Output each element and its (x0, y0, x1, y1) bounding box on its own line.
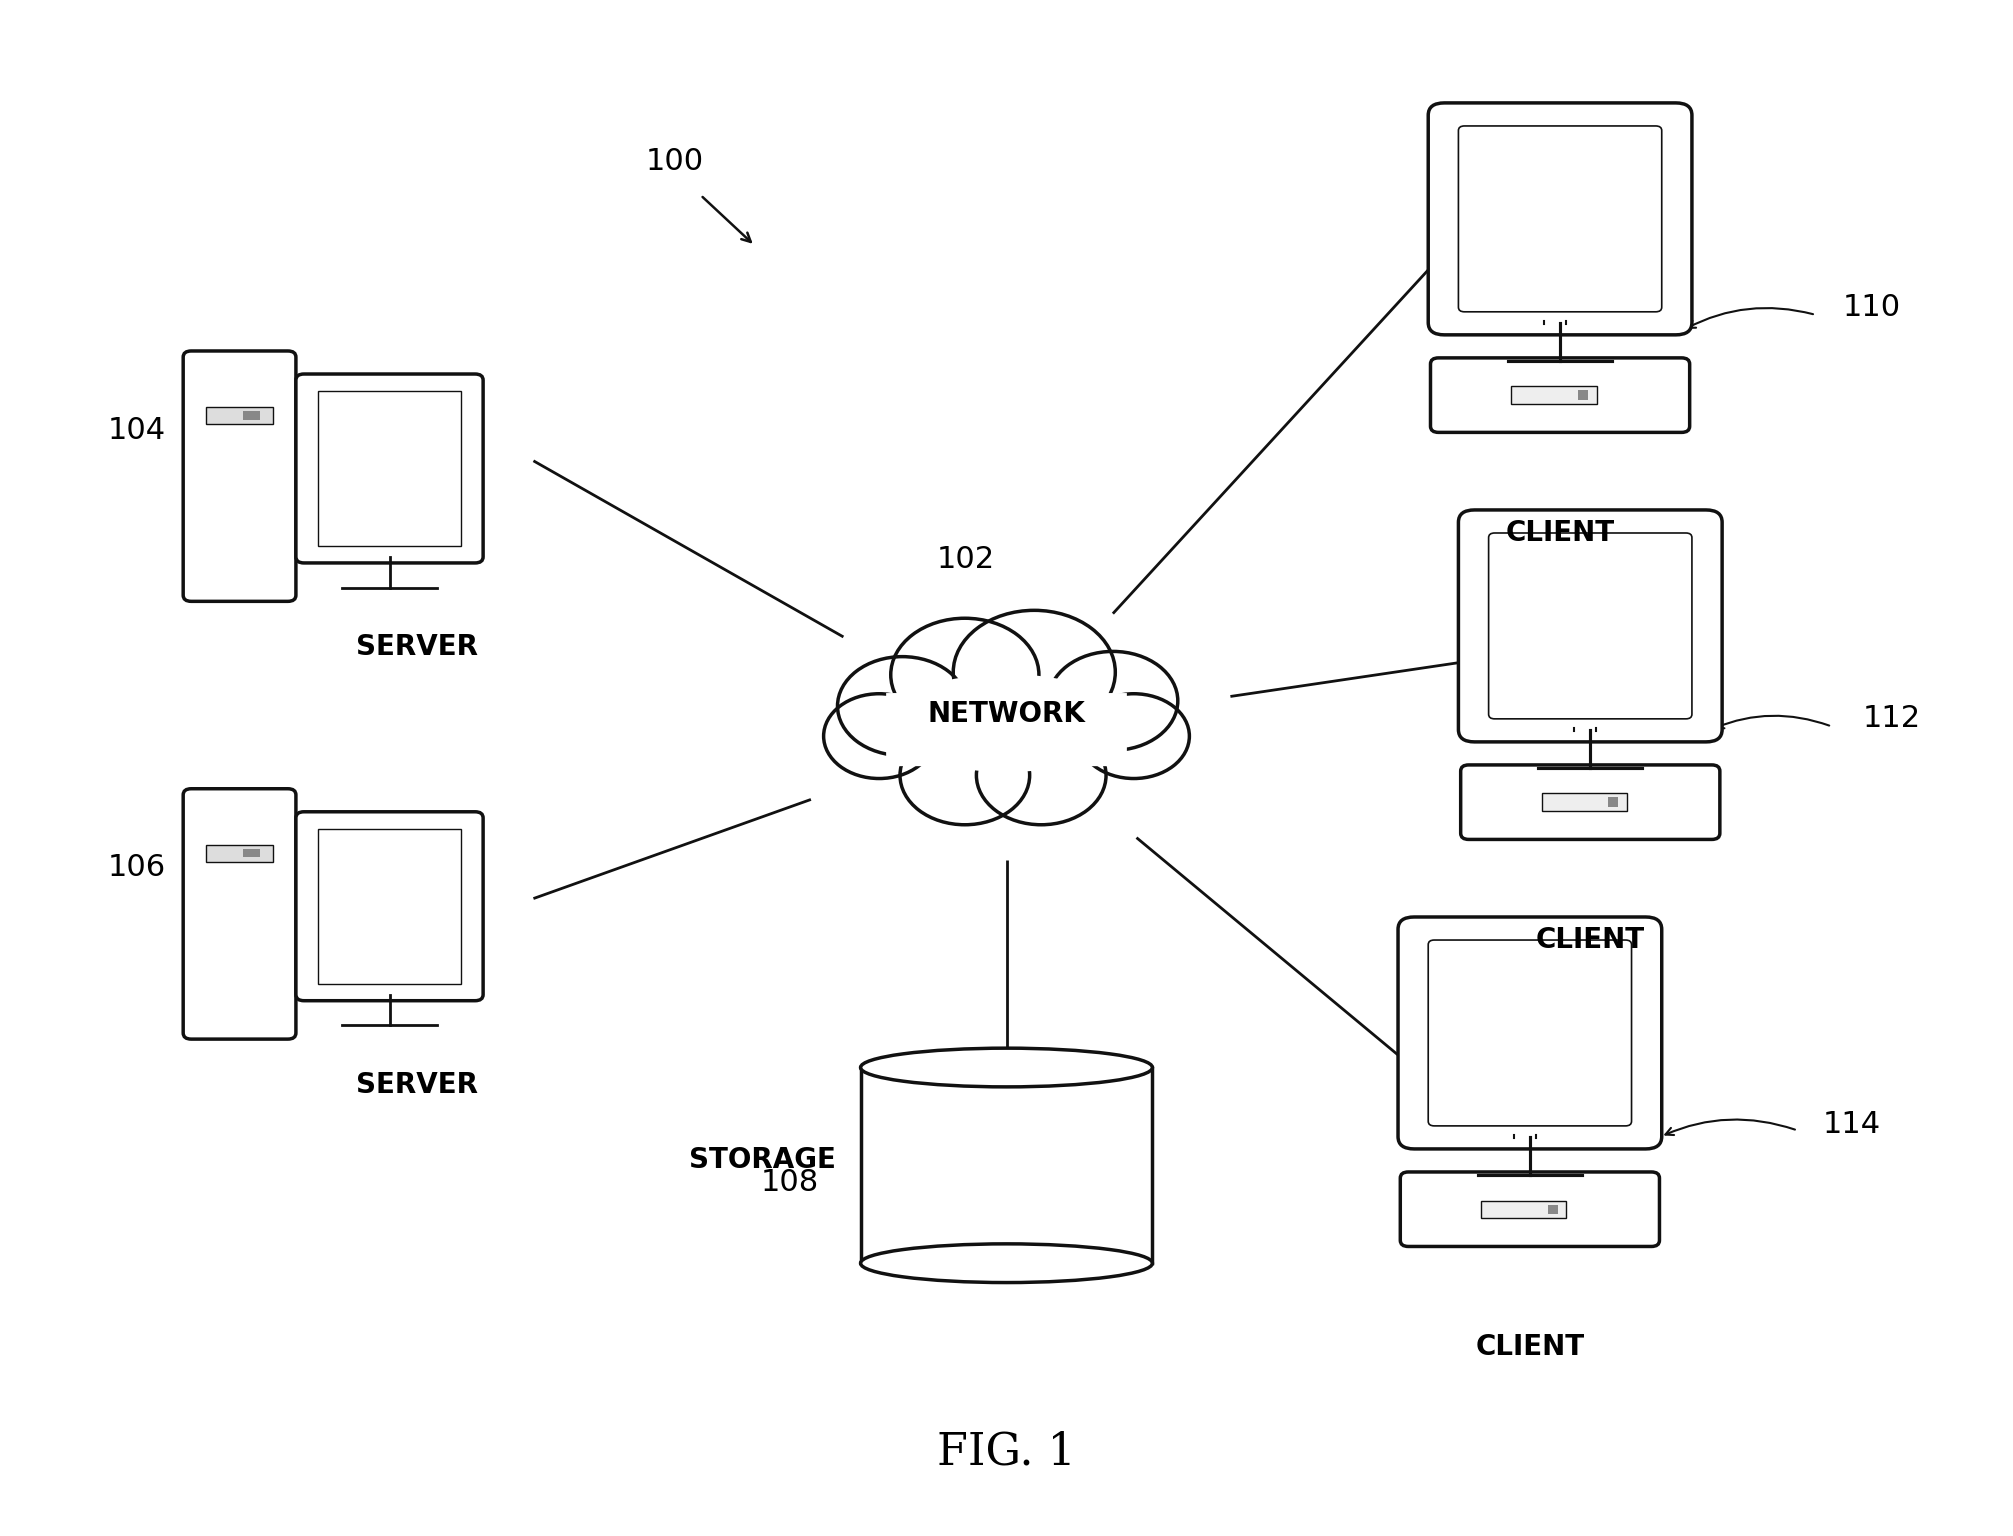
Text: CLIENT: CLIENT (1506, 519, 1614, 547)
Ellipse shape (862, 1244, 1151, 1283)
FancyBboxPatch shape (886, 693, 1127, 766)
Text: CLIENT: CLIENT (1536, 926, 1645, 954)
FancyBboxPatch shape (1490, 533, 1691, 719)
FancyBboxPatch shape (1397, 917, 1663, 1149)
FancyBboxPatch shape (1429, 103, 1691, 335)
FancyBboxPatch shape (1457, 510, 1723, 742)
Bar (205, 845, 274, 862)
Text: 102: 102 (938, 545, 994, 573)
Text: NETWORK: NETWORK (928, 700, 1085, 728)
Circle shape (1079, 694, 1190, 779)
FancyBboxPatch shape (183, 790, 296, 1038)
Circle shape (976, 727, 1105, 825)
Bar (205, 407, 274, 424)
Text: SERVER: SERVER (356, 633, 477, 660)
Circle shape (1049, 651, 1178, 750)
Circle shape (837, 657, 966, 756)
FancyBboxPatch shape (1461, 765, 1719, 839)
Bar (1512, 387, 1596, 404)
Bar (1578, 390, 1588, 399)
Text: CLIENT: CLIENT (1476, 1333, 1584, 1361)
Text: 108: 108 (761, 1169, 819, 1197)
FancyBboxPatch shape (1429, 940, 1631, 1126)
Text: 100: 100 (646, 147, 703, 175)
Bar (1542, 794, 1627, 811)
Text: SERVER: SERVER (356, 1071, 477, 1098)
Bar (318, 392, 461, 547)
Circle shape (823, 694, 934, 779)
Bar (342, 588, 437, 593)
Circle shape (954, 610, 1115, 734)
FancyBboxPatch shape (1457, 126, 1663, 312)
Text: FIG. 1: FIG. 1 (938, 1430, 1075, 1473)
Bar (244, 412, 260, 419)
Text: 114: 114 (1824, 1111, 1880, 1138)
Bar (244, 849, 260, 857)
FancyBboxPatch shape (1431, 358, 1689, 433)
Text: 106: 106 (109, 854, 165, 882)
Text: STORAGE: STORAGE (688, 1146, 835, 1174)
Bar (342, 1026, 437, 1029)
FancyBboxPatch shape (296, 375, 483, 564)
Circle shape (890, 617, 1039, 731)
Bar (1548, 1204, 1558, 1213)
Ellipse shape (886, 674, 1127, 773)
FancyBboxPatch shape (183, 352, 296, 602)
Bar (1608, 797, 1618, 806)
Bar (862, 1068, 1151, 1263)
FancyBboxPatch shape (1401, 1172, 1659, 1247)
Ellipse shape (862, 1048, 1151, 1087)
Text: 110: 110 (1844, 293, 1900, 321)
Text: 104: 104 (109, 416, 165, 444)
Circle shape (900, 727, 1029, 825)
Bar (318, 829, 461, 985)
Text: 112: 112 (1864, 705, 1920, 733)
FancyBboxPatch shape (296, 811, 483, 1001)
Bar (1482, 1201, 1566, 1218)
